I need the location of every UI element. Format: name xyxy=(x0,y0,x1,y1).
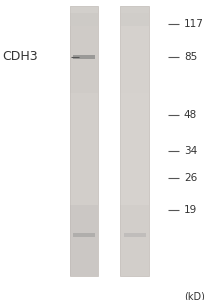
Text: 19: 19 xyxy=(184,206,197,215)
Bar xyxy=(120,205,149,276)
Bar xyxy=(73,233,95,236)
Text: CDH3: CDH3 xyxy=(2,50,38,63)
Bar xyxy=(70,6,98,26)
Bar xyxy=(120,6,149,26)
Bar xyxy=(73,55,95,58)
Text: 48: 48 xyxy=(184,110,197,120)
Text: 34: 34 xyxy=(184,146,197,156)
Bar xyxy=(120,13,149,92)
Bar xyxy=(124,233,146,236)
Bar xyxy=(120,92,149,205)
Bar xyxy=(70,205,98,276)
Bar xyxy=(70,92,98,205)
Bar xyxy=(70,6,98,276)
Text: 26: 26 xyxy=(184,173,197,183)
Bar xyxy=(120,6,149,276)
Bar xyxy=(70,13,98,92)
Text: (kD): (kD) xyxy=(184,292,205,300)
Text: 85: 85 xyxy=(184,52,197,62)
Text: 117: 117 xyxy=(184,19,204,29)
